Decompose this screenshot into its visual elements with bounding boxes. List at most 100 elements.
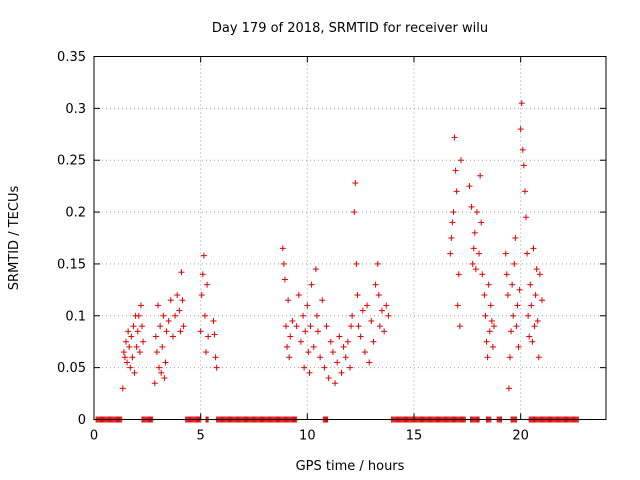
data-point (293, 323, 300, 330)
data-point (347, 364, 353, 371)
data-point (334, 359, 341, 366)
data-point (517, 126, 524, 133)
data-point (327, 338, 334, 345)
data-point (510, 312, 517, 319)
data-point (352, 180, 359, 187)
data-point (130, 323, 137, 330)
data-point (279, 245, 286, 252)
data-point (491, 323, 497, 330)
data-point (376, 323, 383, 330)
data-point (158, 369, 165, 376)
data-point (451, 134, 458, 141)
data-point (134, 328, 141, 335)
data-point (297, 338, 304, 345)
data-point (505, 385, 512, 392)
data-point (121, 354, 128, 361)
data-point (340, 343, 347, 350)
data-point (197, 328, 204, 335)
data-point (198, 292, 205, 299)
data-point (160, 312, 167, 319)
data-point (301, 364, 308, 371)
data-point (140, 338, 147, 345)
x-tick-label: 20 (512, 429, 529, 444)
data-point (126, 343, 133, 350)
data-point (476, 250, 483, 257)
data-point (359, 307, 366, 314)
data-point (211, 331, 218, 338)
data-point (355, 323, 362, 330)
data-point (536, 271, 543, 278)
data-point (165, 317, 172, 324)
data-point (210, 317, 217, 324)
data-point (527, 281, 534, 288)
data-point (375, 292, 382, 299)
data-point (305, 349, 312, 356)
data-point (450, 209, 457, 216)
data-point (312, 266, 319, 273)
data-point (287, 333, 294, 340)
data-point (162, 359, 169, 366)
y-tick-label: 0.05 (57, 361, 86, 376)
data-point (204, 281, 211, 288)
data-point (512, 235, 519, 241)
data-point (135, 312, 142, 319)
y-axis-label: SRMTID / TECUs (7, 186, 22, 291)
data-point (513, 323, 520, 330)
data-point (504, 292, 511, 299)
data-point (529, 338, 536, 345)
data-point (203, 349, 209, 356)
data-point (329, 349, 336, 356)
data-point (472, 266, 479, 273)
data-point (153, 349, 160, 356)
data-point (310, 343, 317, 350)
y-tick-label: 0.2 (65, 206, 86, 221)
data-point (325, 375, 332, 382)
data-point (174, 292, 181, 299)
data-point (281, 276, 288, 283)
data-point (178, 269, 185, 276)
x-tick-label: 5 (197, 429, 205, 444)
y-tick-label: 0.35 (57, 50, 86, 65)
data-point (120, 349, 127, 356)
data-point (535, 354, 542, 361)
data-point (525, 312, 532, 319)
data-point (489, 343, 496, 350)
data-point (177, 328, 184, 335)
data-point (515, 343, 522, 350)
data-point (156, 364, 163, 371)
data-point (448, 235, 455, 241)
data-point (137, 302, 144, 309)
data-point (370, 338, 377, 345)
data-point (199, 271, 206, 278)
data-point (285, 297, 292, 304)
data-point (300, 312, 307, 319)
data-point (524, 250, 531, 257)
data-point (468, 203, 475, 210)
x-tick-label: 10 (299, 429, 316, 444)
x-tick-label: 15 (406, 429, 423, 444)
data-point (478, 219, 485, 226)
data-point (332, 380, 339, 387)
data-point (201, 312, 208, 319)
data-point (485, 281, 492, 288)
data-point (338, 369, 345, 376)
data-point (469, 260, 476, 267)
axis-ticks: 0 5 10 15 20 0 0.05 0.1 0.15 0.2 0.25 0.3 0.35 (57, 50, 606, 444)
data-point (507, 354, 513, 361)
data-point (357, 333, 364, 340)
data-point (205, 333, 212, 340)
data-point (354, 292, 361, 299)
data-point (452, 167, 459, 174)
data-point (180, 323, 187, 330)
data-point (381, 328, 388, 335)
data-point (486, 328, 493, 335)
data-point (482, 312, 489, 319)
data-point (176, 307, 183, 314)
data-point (385, 312, 392, 319)
data-point (364, 302, 371, 309)
data-point (304, 302, 311, 309)
y-tick-label: 0 (78, 413, 86, 428)
data-point (125, 328, 132, 335)
data-point (161, 375, 168, 382)
data-point (449, 219, 456, 226)
